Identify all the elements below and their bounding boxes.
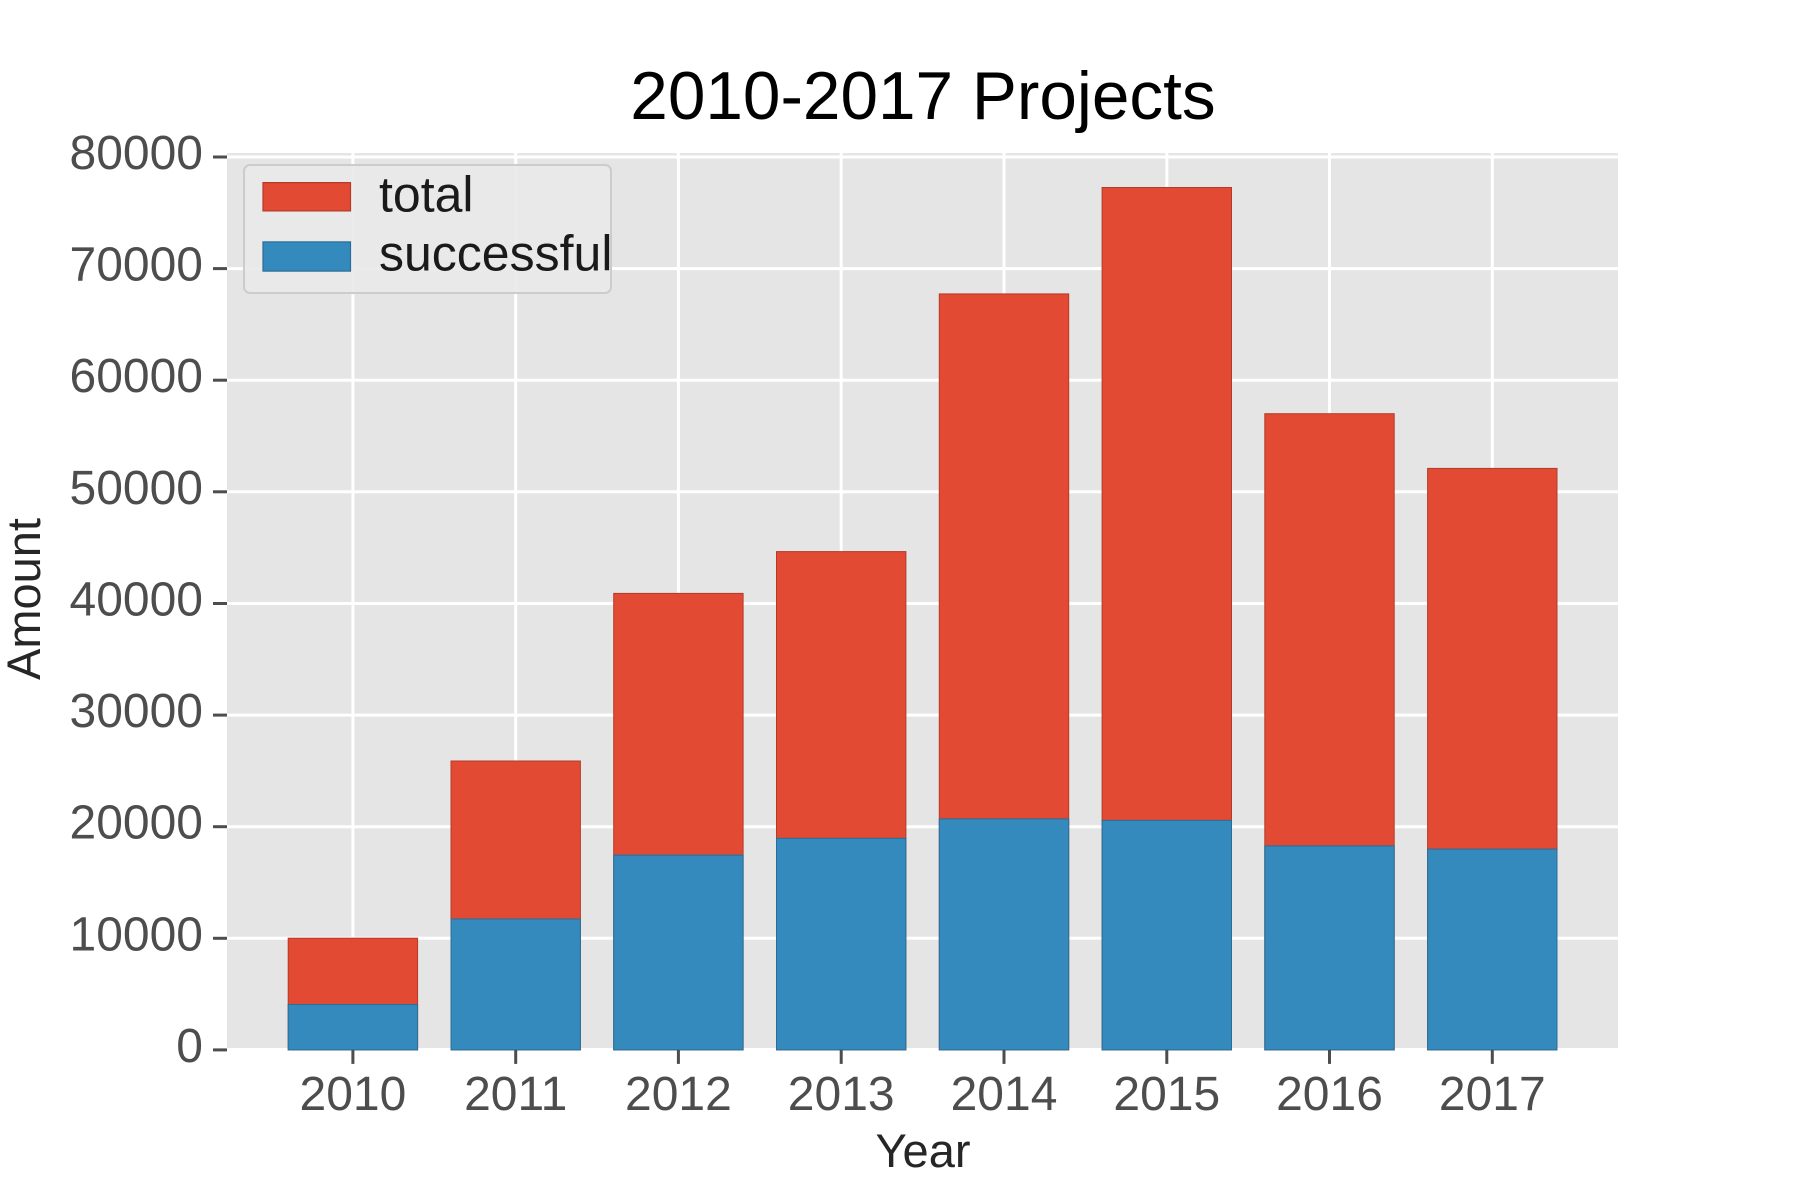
svg-text:30000: 30000 xyxy=(70,685,203,738)
svg-text:2010: 2010 xyxy=(300,1068,407,1121)
svg-text:2013: 2013 xyxy=(788,1068,895,1121)
svg-text:40000: 40000 xyxy=(70,574,203,627)
svg-text:2014: 2014 xyxy=(951,1068,1058,1121)
svg-text:80000: 80000 xyxy=(70,127,203,180)
svg-text:2017: 2017 xyxy=(1439,1068,1546,1121)
svg-text:20000: 20000 xyxy=(70,797,203,850)
svg-text:2011: 2011 xyxy=(464,1068,567,1121)
svg-text:70000: 70000 xyxy=(70,239,203,292)
svg-text:2016: 2016 xyxy=(1276,1068,1383,1121)
svg-text:2012: 2012 xyxy=(625,1068,732,1121)
svg-text:60000: 60000 xyxy=(70,350,203,403)
svg-text:total: total xyxy=(379,166,474,222)
svg-text:Year: Year xyxy=(876,1124,971,1177)
svg-text:Amount: Amount xyxy=(0,518,50,680)
svg-text:2015: 2015 xyxy=(1113,1068,1220,1121)
svg-text:successful: successful xyxy=(379,226,612,282)
svg-text:0: 0 xyxy=(176,1020,203,1073)
svg-text:50000: 50000 xyxy=(70,462,203,515)
svg-text:10000: 10000 xyxy=(70,908,203,961)
